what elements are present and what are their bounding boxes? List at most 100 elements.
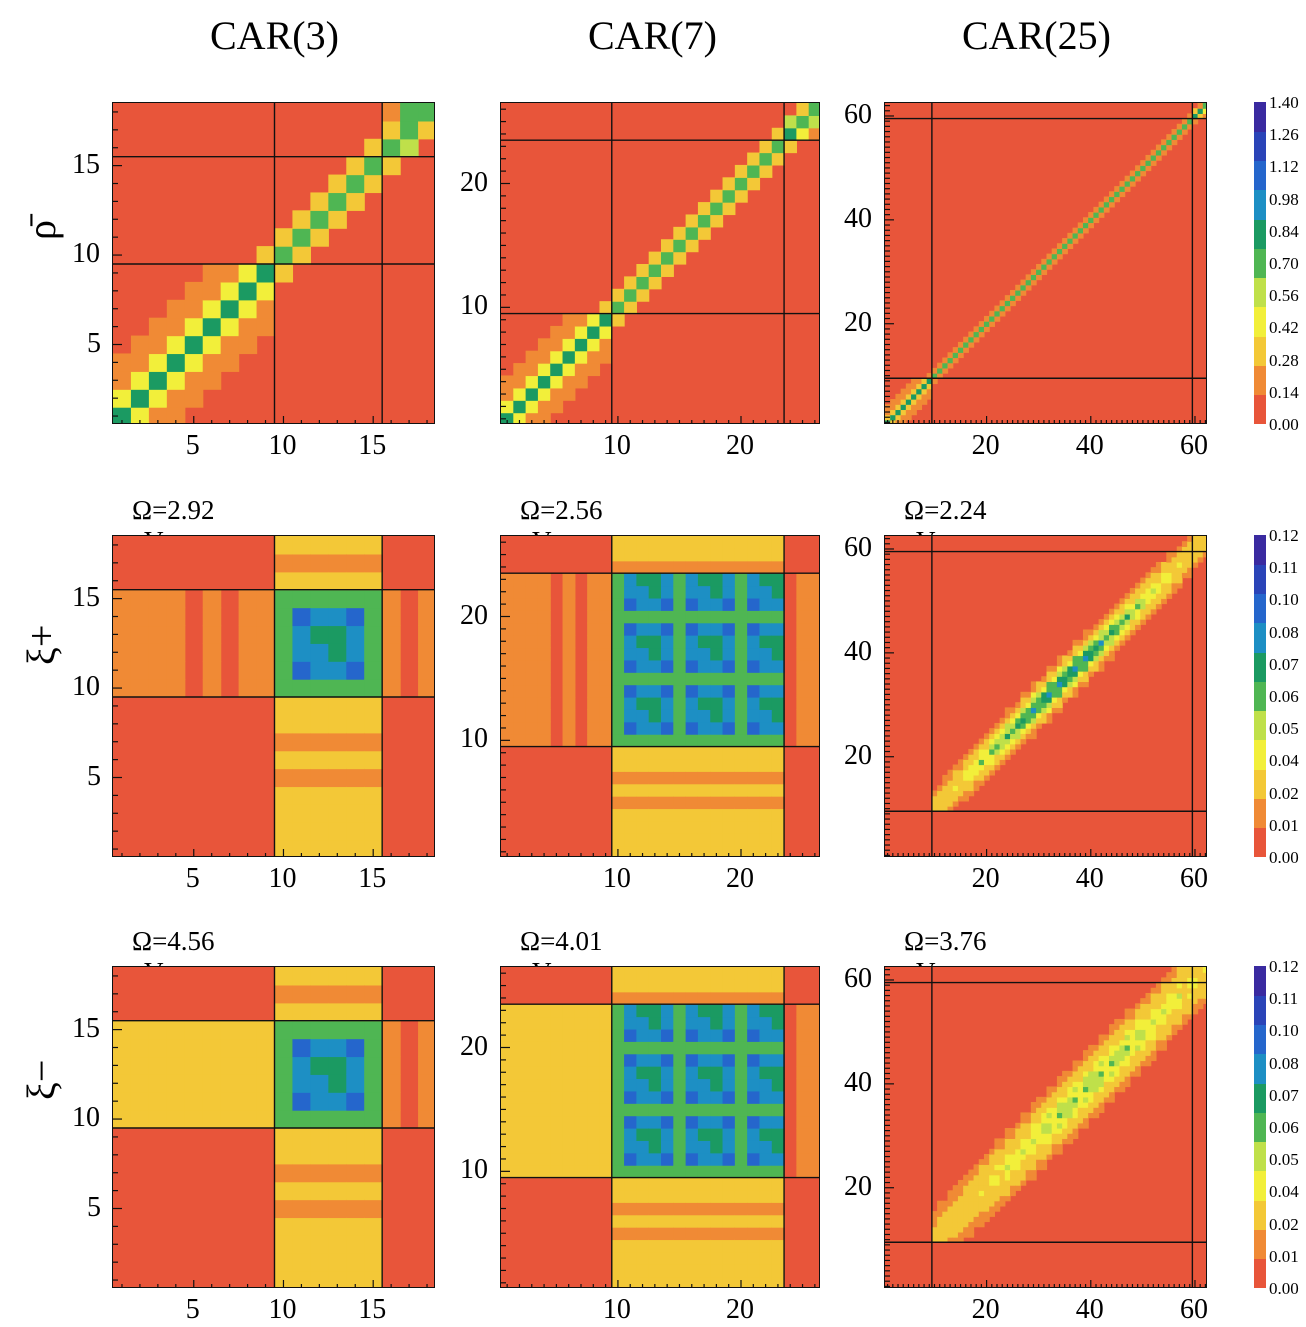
heatmap-cell	[661, 1091, 674, 1104]
heatmap-cell	[661, 660, 674, 673]
heatmap-cell	[661, 747, 674, 760]
heatmap-cell	[698, 227, 711, 240]
heatmap-cell	[710, 1239, 723, 1252]
heatmap-cell	[1130, 171, 1136, 177]
heatmap-cell	[364, 1164, 383, 1182]
heatmap-cell	[328, 210, 347, 228]
heatmap-cell	[948, 1216, 954, 1222]
heatmap-cell	[599, 672, 612, 685]
heatmap-cell	[649, 1091, 662, 1104]
heatmap-cell	[550, 1153, 563, 1166]
heatmap-cell	[772, 561, 785, 574]
heatmap-cell	[958, 1190, 964, 1196]
heatmap-cell	[1145, 1060, 1151, 1066]
heatmap-cell	[958, 1185, 964, 1191]
heatmap-cell	[1073, 650, 1079, 656]
heatmap-cell	[636, 1215, 649, 1228]
heatmap-cell	[958, 775, 964, 781]
heatmap-cell	[257, 1074, 276, 1092]
heatmap-cell	[974, 770, 980, 776]
heatmap-cell	[364, 1003, 383, 1021]
heatmap-cell	[292, 1128, 311, 1146]
y-tick-label: 10	[460, 725, 488, 753]
heatmap-cell	[587, 1116, 600, 1129]
heatmap-cell	[948, 801, 954, 807]
heatmap-cell	[364, 175, 383, 193]
heatmap-cell	[698, 967, 711, 980]
heatmap-cell	[612, 1227, 625, 1240]
heatmap-cell	[1161, 1009, 1167, 1015]
heatmap-cell	[275, 625, 294, 643]
heatmap-cell	[661, 536, 674, 549]
heatmap-cell	[796, 610, 809, 623]
heatmap-cell	[1010, 1170, 1016, 1176]
heatmap-cell	[958, 1206, 964, 1212]
heatmap-cell	[131, 1021, 150, 1039]
heatmap-cell	[942, 790, 948, 796]
heatmap-cell	[599, 734, 612, 747]
heatmap-cell	[550, 1078, 563, 1091]
heatmap-cell	[735, 1252, 748, 1265]
heatmap-cell	[1119, 604, 1125, 610]
heatmap-cell	[292, 751, 311, 769]
heatmap-cell	[772, 1041, 785, 1054]
heatmap-cell	[932, 368, 938, 374]
heatmap-cell	[575, 1029, 588, 1042]
heatmap-cell	[673, 1078, 686, 1091]
heatmap-cell	[710, 1215, 723, 1228]
heatmap-cell	[1073, 233, 1079, 239]
heatmap-cell	[328, 1074, 347, 1092]
heatmap-cell	[1041, 1097, 1047, 1103]
heatmap-cell	[686, 808, 699, 821]
heatmap-cell	[994, 754, 1000, 760]
heatmap-cell	[612, 796, 625, 809]
heatmap-cell	[649, 697, 662, 710]
heatmap-cell	[809, 1128, 820, 1141]
heatmap-cell	[710, 1153, 723, 1166]
heatmap-cell	[1099, 1060, 1105, 1066]
heatmap-cell	[1093, 655, 1099, 661]
heatmap-cell	[747, 647, 760, 660]
heatmap-cell	[723, 536, 736, 549]
heatmap-cell	[1114, 614, 1120, 620]
heatmap-cell	[698, 796, 711, 809]
heatmap-cell	[809, 1041, 820, 1054]
heatmap-cell	[809, 128, 820, 141]
heatmap-cell	[1041, 1118, 1047, 1124]
heatmap-cell	[1130, 1055, 1136, 1061]
colorbar-label: 0.11	[1269, 559, 1298, 576]
heatmap-cell	[1067, 676, 1073, 682]
heatmap-cell	[901, 399, 907, 405]
heatmap-cell	[513, 573, 526, 586]
heatmap-cell	[1031, 1102, 1037, 1108]
heatmap-cell	[1047, 1092, 1053, 1098]
heatmap-cell	[612, 1140, 625, 1153]
heatmap-cell	[974, 749, 980, 755]
heatmap-cell	[612, 992, 625, 1005]
heatmap-cell	[1067, 1086, 1073, 1092]
heatmap-cell	[1083, 629, 1089, 635]
heatmap-cell	[686, 1153, 699, 1166]
heatmap-cell	[599, 301, 612, 314]
heatmap-cell	[723, 598, 736, 611]
heatmap-cell	[953, 1185, 959, 1191]
heatmap-cell	[1192, 998, 1198, 1004]
heatmap-cell	[772, 140, 785, 153]
heatmap-cell	[624, 610, 637, 623]
heatmap-cell	[759, 1091, 772, 1104]
heatmap-cell	[382, 1056, 401, 1074]
heatmap-cell	[167, 590, 186, 608]
heatmap-cell	[292, 1235, 311, 1253]
heatmap-cell	[1015, 718, 1021, 724]
heatmap-cell	[759, 709, 772, 722]
heatmap-cell	[346, 157, 365, 175]
heatmap-cell	[686, 1041, 699, 1054]
heatmap-cell	[759, 1178, 772, 1191]
heatmap-cell	[1015, 1164, 1021, 1170]
heatmap-cell	[1073, 1123, 1079, 1129]
heatmap-cell	[1057, 1128, 1063, 1134]
heatmap-cell	[1114, 196, 1120, 202]
heatmap-cell	[759, 1066, 772, 1079]
heatmap-cell	[1031, 681, 1037, 687]
heatmap-cell	[772, 1215, 785, 1228]
